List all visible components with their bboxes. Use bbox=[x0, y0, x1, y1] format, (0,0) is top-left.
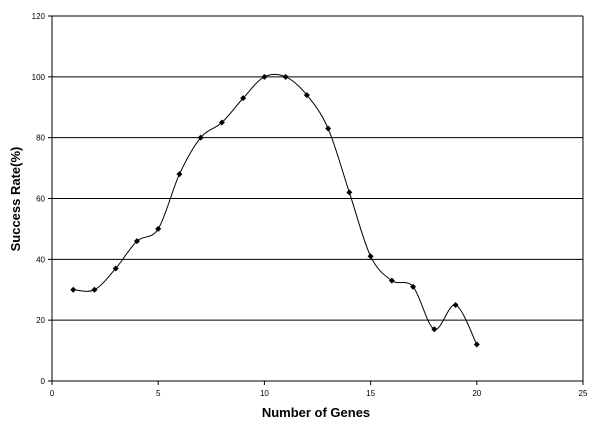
x-tick-label: 10 bbox=[260, 389, 269, 398]
y-tick-label: 100 bbox=[32, 73, 46, 82]
data-point-marker bbox=[431, 326, 438, 333]
data-point-marker bbox=[410, 283, 417, 290]
data-point-marker bbox=[303, 92, 310, 99]
gridlines bbox=[52, 15, 583, 321]
data-point-marker bbox=[91, 286, 98, 293]
data-point-marker bbox=[473, 341, 480, 348]
y-tick-label: 0 bbox=[41, 377, 46, 386]
x-tick-label: 15 bbox=[366, 389, 375, 398]
data-point-marker bbox=[367, 253, 374, 260]
y-tick-label: 20 bbox=[36, 316, 45, 325]
data-point-marker bbox=[112, 265, 119, 272]
axes bbox=[48, 15, 584, 385]
data-point-marker bbox=[218, 119, 225, 126]
x-axis-title: Number of Genes bbox=[262, 405, 370, 420]
data-point-marker bbox=[452, 301, 459, 308]
x-tick-label: 0 bbox=[50, 389, 55, 398]
data-point-marker bbox=[325, 125, 332, 132]
series-line bbox=[73, 73, 478, 345]
data-point-marker bbox=[176, 171, 183, 178]
data-point-marker bbox=[70, 286, 77, 293]
x-tick-label: 5 bbox=[156, 389, 161, 398]
plot-series bbox=[70, 73, 480, 348]
y-tick-label: 80 bbox=[36, 134, 45, 143]
x-tick-label: 25 bbox=[579, 389, 588, 398]
data-point-marker bbox=[261, 73, 268, 80]
y-tick-label: 120 bbox=[32, 12, 46, 21]
data-point-marker bbox=[346, 189, 353, 196]
x-tick-label: 20 bbox=[472, 389, 481, 398]
tick-labels: 0 20 40 60 80 100 120 0 5 10 15 20 25 bbox=[32, 12, 588, 398]
y-tick-label: 60 bbox=[36, 195, 45, 204]
data-point-marker bbox=[388, 277, 395, 284]
data-point-marker bbox=[155, 225, 162, 232]
y-axis-title: Success Rate(%) bbox=[8, 147, 23, 252]
data-point-marker bbox=[240, 95, 247, 102]
data-point-marker bbox=[282, 73, 289, 80]
data-point-marker bbox=[197, 134, 204, 141]
data-point-marker bbox=[133, 238, 140, 245]
y-tick-label: 40 bbox=[36, 255, 45, 264]
